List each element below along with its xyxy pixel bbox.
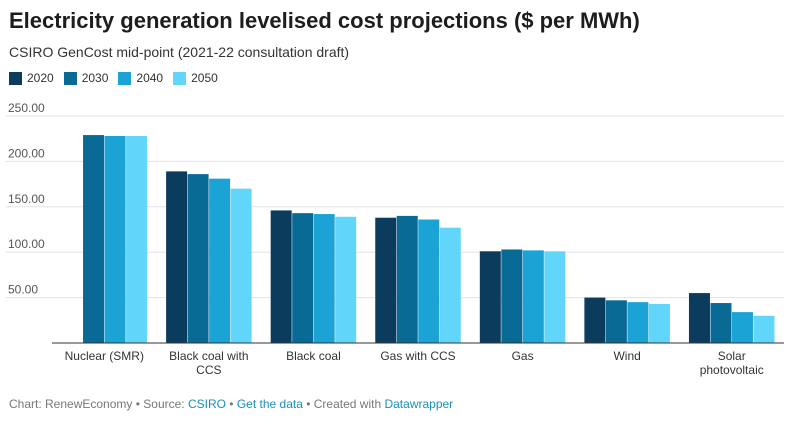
legend-swatch-2020	[9, 71, 22, 85]
category-label-4-0: Gas	[512, 349, 534, 363]
footer-sep-created: • Created with	[302, 397, 385, 411]
bar-2050-5	[648, 303, 670, 343]
bar-2030-6	[710, 303, 732, 343]
bar-2030-0	[83, 135, 105, 343]
legend-item-2040: 2040	[118, 71, 163, 85]
chart-subtitle: CSIRO GenCost mid-point (2021-22 consult…	[9, 44, 350, 60]
legend-label-2030: 2030	[81, 71, 109, 85]
legend-item-2030: 2030	[63, 71, 109, 85]
legend-item-2050: 2050	[173, 71, 218, 85]
bar-2050-0	[126, 135, 148, 343]
bar-2040-1	[209, 178, 231, 343]
y-tick-label-1: 100.00	[8, 237, 45, 251]
legend-label-2050: 2050	[191, 71, 218, 85]
bar-2030-4	[501, 249, 523, 343]
chart-footer: Chart: RenewEconomy • Source: CSIRO • Ge…	[9, 397, 453, 411]
legend-label-2020: 2020	[27, 71, 54, 85]
bar-2040-6	[731, 312, 753, 343]
source-link[interactable]: CSIRO	[187, 397, 226, 411]
y-tick-label-0: 50.00	[8, 283, 38, 297]
bar-2020-2	[270, 210, 292, 343]
bar-2050-4	[544, 251, 566, 343]
bar-2050-6	[753, 315, 775, 343]
y-tick-label-4: 250.00	[8, 101, 45, 115]
footer-sep-source: • Source:	[132, 397, 188, 411]
bar-2020-5	[584, 297, 606, 343]
bar-2040-5	[627, 302, 649, 343]
y-tick-label-3: 200.00	[8, 146, 45, 160]
get-data-link[interactable]: Get the data	[236, 397, 303, 411]
legend-label-2040: 2040	[136, 71, 164, 85]
bar-2020-6	[688, 293, 710, 343]
footer-credit: Chart: RenewEconomy	[9, 397, 133, 411]
category-label-2-0: Black coal	[286, 349, 341, 363]
category-label-1-1: CCS	[196, 363, 221, 377]
y-tick-label-2: 150.00	[8, 192, 45, 206]
chart-title: Electricity generation levelised cost pr…	[9, 8, 640, 33]
legend-swatch-2030	[63, 71, 77, 85]
bar-2030-5	[605, 300, 627, 343]
bar-2040-0	[104, 135, 126, 343]
bar-2030-2	[292, 213, 314, 343]
bar-2040-2	[313, 214, 335, 343]
footer-sep: •	[225, 397, 237, 411]
legend-swatch-2050	[173, 71, 187, 85]
legend-item-2020: 2020	[9, 71, 54, 85]
bar-2030-3	[396, 215, 418, 343]
bar-2020-4	[479, 251, 501, 343]
bar-2020-1	[166, 171, 188, 343]
bar-2040-3	[418, 219, 440, 343]
category-label-3-0: Gas with CCS	[380, 349, 455, 363]
bar-2020-3	[375, 217, 397, 343]
bar-2050-2	[335, 216, 357, 343]
category-label-6-1: photovoltaic	[700, 363, 764, 377]
category-label-6-0: Solar	[718, 349, 746, 363]
bar-2050-1	[230, 188, 252, 343]
category-label-0-0: Nuclear (SMR)	[65, 349, 144, 363]
bar-2040-4	[522, 250, 544, 343]
legend-swatch-2040	[118, 71, 132, 85]
category-label-5-0: Wind	[613, 349, 640, 363]
datawrapper-link[interactable]: Datawrapper	[384, 397, 454, 411]
bar-2030-1	[187, 174, 209, 343]
legend: 2020 2030 2040 2050	[9, 71, 218, 85]
category-label-1-0: Black coal with	[169, 349, 248, 363]
bar-2050-3	[439, 227, 461, 343]
